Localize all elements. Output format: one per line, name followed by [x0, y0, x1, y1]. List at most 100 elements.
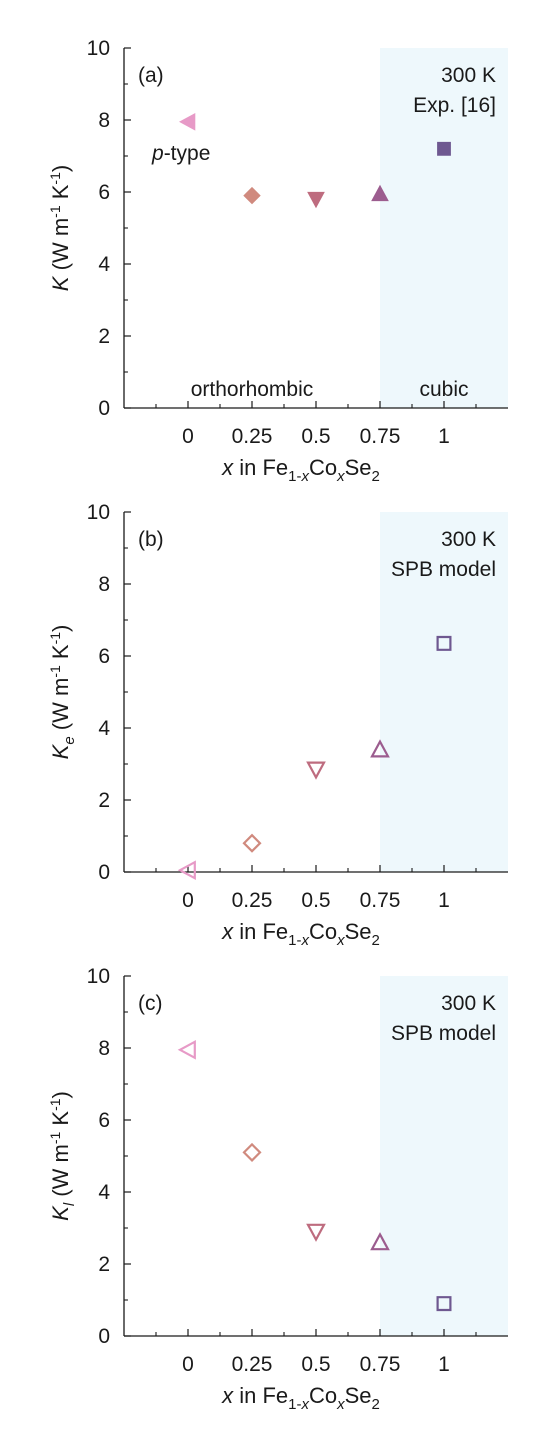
data-point-diamond — [242, 1142, 262, 1162]
temperature-label: 300 K — [441, 64, 496, 87]
y-tick-label: 0 — [98, 397, 110, 420]
y-tick-label: 0 — [98, 861, 110, 884]
data-point-triangle-up — [371, 184, 389, 202]
source-label: Exp. [16] — [413, 94, 496, 117]
y-axis-unit: K — [48, 644, 73, 665]
y-axis-exp: -1 — [47, 1098, 63, 1111]
x-axis-text: in Fe — [233, 1383, 288, 1408]
data-point-triangle-left — [177, 1039, 196, 1060]
x-axis-text: in Fe — [233, 919, 288, 944]
panel-label: (b) — [138, 528, 164, 551]
y-axis-title: Kl (W m-1 K-1) — [47, 1091, 78, 1221]
y-axis-var: K — [48, 1205, 73, 1221]
y-axis-unit: (W m — [48, 678, 73, 737]
y-axis-exp: -1 — [47, 1132, 63, 1145]
x-tick-label: 1 — [438, 1353, 450, 1376]
data-point-square — [436, 635, 452, 651]
y-tick-label: 0 — [98, 1325, 110, 1348]
data-point-triangle-down — [307, 191, 325, 209]
y-axis-unit: K — [48, 1111, 73, 1132]
y-axis-var: K — [48, 743, 73, 759]
data-point-triangle-up — [370, 739, 390, 758]
y-tick-label: 6 — [98, 181, 110, 204]
x-axis-title: x in Fe1-xCoxSe2 — [221, 919, 380, 949]
y-axis-exp: -1 — [47, 665, 63, 678]
y-axis-unit: ) — [48, 625, 73, 632]
region-label-cubic: cubic — [419, 378, 468, 401]
data-point-triangle-down — [306, 1223, 326, 1242]
data-point-triangle-up — [370, 1232, 390, 1251]
y-axis-unit: ) — [48, 165, 73, 172]
x-axis-sub: 1- — [288, 932, 301, 949]
x-tick-label: 0.75 — [360, 889, 401, 912]
y-tick-label: 10 — [87, 37, 110, 60]
x-tick-label: 0.25 — [232, 1353, 273, 1376]
x-axis-sub-var: x — [336, 1396, 345, 1413]
y-tick-label: 2 — [98, 325, 110, 348]
x-tick-label: 0.75 — [360, 425, 401, 448]
x-tick-label: 1 — [438, 425, 450, 448]
panel-label: (a) — [138, 64, 164, 87]
temperature-label: 300 K — [441, 992, 496, 1015]
x-axis-text: Se — [345, 919, 372, 944]
temperature-label: 300 K — [441, 528, 496, 551]
x-tick-label: 0 — [182, 425, 194, 448]
data-point-diamond — [243, 186, 261, 205]
y-tick-label: 8 — [98, 109, 110, 132]
x-axis-sub: 2 — [372, 932, 380, 949]
x-axis-text: Se — [345, 455, 372, 480]
y-axis-var: K — [48, 275, 73, 291]
y-axis-sub: e — [61, 736, 78, 744]
x-axis-text: Co — [309, 455, 337, 480]
x-tick-label: 0 — [182, 889, 194, 912]
p-type-var: p — [151, 142, 164, 165]
x-axis-text: Se — [345, 1383, 372, 1408]
x-axis-text: Co — [309, 919, 337, 944]
source-label: SPB model — [391, 558, 496, 581]
x-axis-var: x — [221, 1383, 234, 1408]
data-point-square — [437, 141, 451, 156]
x-axis-title: x in Fe1-xCoxSe2 — [221, 1383, 380, 1413]
x-axis-sub: 1- — [288, 468, 301, 485]
y-tick-label: 10 — [87, 965, 110, 988]
x-axis-sub: 1- — [288, 1396, 301, 1413]
data-point-triangle-left — [177, 860, 196, 881]
y-axis-exp: -1 — [47, 632, 63, 645]
data-point-triangle-down — [306, 761, 326, 780]
y-axis-unit: ) — [48, 1091, 73, 1098]
x-axis-sub-var: x — [300, 468, 309, 485]
p-type-label: p-type — [151, 142, 210, 165]
y-tick-label: 2 — [98, 789, 110, 812]
p-type-text: -type — [164, 142, 211, 165]
y-tick-label: 2 — [98, 1253, 110, 1276]
x-tick-label: 0.25 — [232, 889, 273, 912]
data-point-triangle-left — [178, 112, 196, 131]
data-point-diamond — [242, 833, 262, 853]
x-tick-label: 0.5 — [301, 889, 330, 912]
y-tick-label: 4 — [98, 717, 110, 740]
y-tick-label: 4 — [98, 253, 110, 276]
y-axis-unit: (W m — [48, 1144, 73, 1203]
panel-label: (c) — [138, 992, 163, 1015]
y-axis-unit: (W m — [48, 218, 73, 277]
y-axis-unit: K — [48, 184, 73, 205]
y-tick-label: 6 — [98, 1109, 110, 1132]
x-axis-sub: 2 — [372, 1396, 380, 1413]
x-axis-sub: 2 — [372, 468, 380, 485]
x-axis-sub-var: x — [336, 932, 345, 949]
x-tick-label: 0.75 — [360, 1353, 401, 1376]
cubic-region-shading — [380, 512, 508, 872]
x-axis-text: Co — [309, 1383, 337, 1408]
x-tick-label: 0.5 — [301, 1353, 330, 1376]
x-axis-var: x — [221, 919, 234, 944]
source-label: SPB model — [391, 1022, 496, 1045]
y-tick-label: 10 — [87, 501, 110, 524]
x-tick-label: 0.25 — [232, 425, 273, 448]
x-axis-title: x in Fe1-xCoxSe2 — [221, 455, 380, 485]
x-axis-text: in Fe — [233, 455, 288, 480]
x-axis-sub-var: x — [336, 468, 345, 485]
